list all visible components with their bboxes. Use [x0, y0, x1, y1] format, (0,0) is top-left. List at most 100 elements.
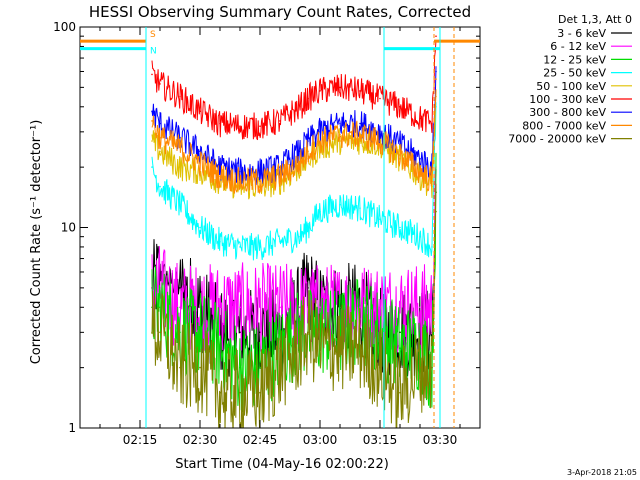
data-point	[279, 306, 281, 309]
data-point	[359, 90, 361, 92]
data-point	[259, 246, 261, 248]
data-point	[379, 131, 381, 133]
data-point	[339, 347, 341, 350]
data-point	[379, 366, 381, 369]
data-point	[159, 185, 161, 188]
x-tick-label: 02:15	[123, 433, 158, 447]
data-point	[219, 122, 221, 125]
data-point	[179, 366, 181, 369]
data-point	[435, 210, 437, 213]
data-point	[159, 150, 161, 153]
data-point	[399, 154, 401, 156]
data-point	[399, 306, 401, 309]
data-point	[307, 150, 309, 153]
data-point	[419, 158, 421, 160]
y-tick-label: 1	[68, 421, 76, 435]
data-point	[399, 106, 401, 108]
data-point	[319, 140, 321, 142]
data-point	[435, 35, 437, 37]
data-point	[151, 331, 153, 334]
data-point	[339, 134, 341, 136]
data-point	[379, 306, 381, 309]
data-point	[219, 175, 221, 178]
series-line	[151, 168, 437, 377]
data-point	[359, 347, 361, 350]
legend-label: 3 - 6 keV	[557, 27, 606, 40]
data-point	[179, 166, 181, 168]
data-point	[307, 331, 309, 334]
data-point	[419, 170, 421, 173]
series-line	[151, 183, 437, 428]
data-point	[239, 391, 241, 394]
legend-label: 800 - 7000 keV	[522, 119, 606, 132]
flag-label: S	[150, 30, 156, 40]
data-point	[239, 170, 241, 173]
data-point	[399, 226, 401, 229]
flag-segment	[434, 39, 480, 43]
legend-label: 100 - 300 keV	[529, 93, 606, 106]
data-point	[339, 203, 341, 206]
data-point	[379, 97, 381, 100]
data-point	[431, 122, 433, 125]
data-point	[159, 331, 161, 334]
data-point	[159, 137, 161, 139]
data-point	[299, 106, 301, 108]
series-7000-to-20000kev	[151, 183, 437, 428]
data-point	[219, 166, 221, 168]
flag-segment	[80, 39, 146, 43]
flag-segment	[80, 47, 146, 51]
data-point	[219, 306, 221, 309]
data-point	[319, 131, 321, 133]
data-point	[239, 331, 241, 334]
data-point	[431, 180, 433, 183]
data-point	[299, 306, 301, 309]
data-point	[299, 162, 301, 164]
data-point	[419, 366, 421, 369]
data-point	[159, 122, 161, 125]
data-point	[431, 246, 433, 248]
timestamp: 3-Apr-2018 21:05	[567, 468, 637, 477]
data-point	[399, 391, 401, 394]
data-point	[299, 235, 301, 238]
data-point	[151, 73, 153, 76]
series-line	[151, 39, 437, 141]
data-point	[399, 347, 401, 350]
data-point	[199, 331, 201, 334]
data-point	[339, 86, 341, 89]
flag-bar-s: S	[80, 30, 480, 43]
legend-label: 25 - 50 keV	[543, 67, 606, 80]
series-line	[151, 89, 437, 195]
data-point	[379, 140, 381, 142]
data-point	[307, 97, 309, 100]
x-tick-label: 02:45	[243, 433, 278, 447]
data-point	[199, 110, 201, 113]
series-800-to-7000kev	[151, 78, 437, 195]
data-point	[239, 306, 241, 309]
data-point	[359, 122, 361, 125]
x-tick-label: 02:30	[183, 433, 218, 447]
data-point	[307, 226, 309, 229]
data-point	[359, 207, 361, 209]
data-point	[279, 240, 281, 243]
data-point	[379, 218, 381, 220]
data-point	[239, 366, 241, 369]
data-point	[399, 331, 401, 334]
data-point	[435, 70, 437, 73]
data-point	[435, 78, 437, 80]
data-point	[319, 347, 321, 350]
data-point	[179, 306, 181, 309]
data-point	[259, 366, 261, 369]
data-point	[259, 306, 261, 309]
data-point	[319, 306, 321, 309]
data-point	[259, 391, 261, 394]
series-100-to-300kev	[151, 35, 437, 141]
data-point	[299, 347, 301, 350]
data-point	[179, 287, 181, 289]
data-point	[279, 175, 281, 178]
data-point	[179, 203, 181, 206]
data-point	[159, 306, 161, 309]
chart-title: HESSI Observing Summary Count Rates, Cor…	[89, 3, 471, 21]
data-point	[199, 366, 201, 369]
